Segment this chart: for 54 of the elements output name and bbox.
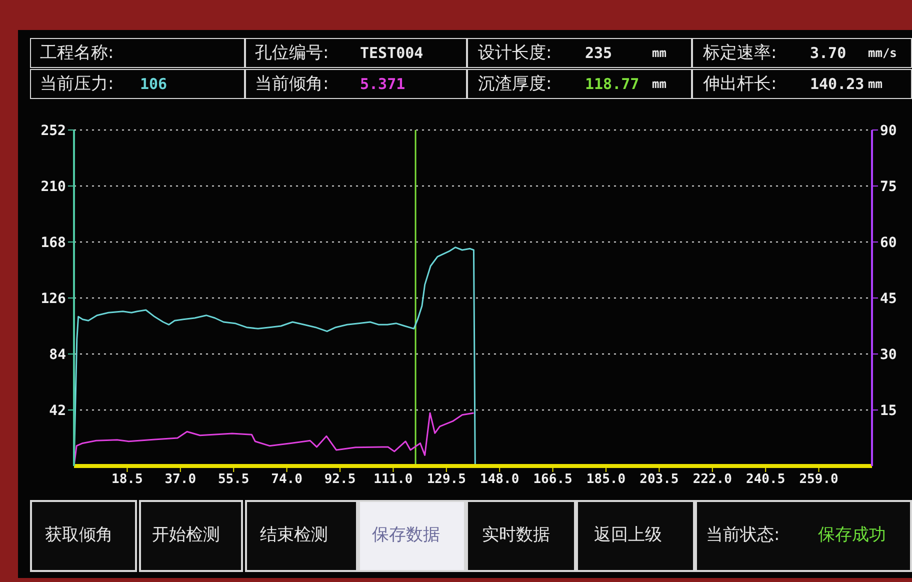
y2-tick-label: 90 <box>880 122 897 139</box>
text: 保存数据 <box>372 525 440 545</box>
text: mm/s <box>868 45 897 62</box>
y-tick-label: 210 <box>40 178 66 195</box>
y-tick-label: 168 <box>40 234 66 251</box>
text: 结束检测 <box>260 525 328 545</box>
x-tick-label: 37.0 <box>164 472 196 488</box>
text: 实时数据 <box>482 525 550 545</box>
x-tick-label: 111.0 <box>374 472 413 488</box>
x-tick-label: 166.5 <box>533 472 572 488</box>
y-tick-label: 126 <box>40 290 66 307</box>
x-tick-label: 240.5 <box>746 472 786 488</box>
x-tick-label: 148.0 <box>480 472 520 488</box>
text: 3.70 <box>810 43 846 63</box>
text: 保存成功 <box>818 525 886 545</box>
x-tick-label: 92.5 <box>324 472 356 488</box>
text: 工程名称: <box>40 43 114 63</box>
text: mm <box>652 76 666 93</box>
y2-tick-label: 60 <box>880 234 897 251</box>
x-tick-label: 74.0 <box>271 472 303 488</box>
y2-tick-label: 75 <box>880 178 897 195</box>
x-tick-label: 129.5 <box>426 472 466 488</box>
y-tick-label: 84 <box>49 346 66 363</box>
text: 设计长度: <box>478 43 552 63</box>
text: 5.371 <box>360 74 406 94</box>
text: 当前压力: <box>40 74 114 94</box>
y-tick-label: 42 <box>49 402 66 419</box>
x-tick-label: 55.5 <box>218 472 250 488</box>
x-tick-label: 203.5 <box>640 472 679 488</box>
line-series <box>74 246 476 466</box>
text: 118.77 <box>585 74 640 94</box>
text: TEST004 <box>360 43 424 63</box>
text: 开始检测 <box>152 525 220 545</box>
text: 获取倾角 <box>45 525 113 545</box>
text: 伸出杆长: <box>703 74 777 94</box>
text: 返回上级 <box>594 525 662 545</box>
text: 孔位编号: <box>255 43 329 63</box>
y2-tick-label: 45 <box>880 290 897 307</box>
text: 标定速率: <box>703 43 777 63</box>
text: 106 <box>140 74 168 94</box>
y-tick-label: 252 <box>40 122 66 139</box>
text: 140.23 <box>810 74 864 94</box>
x-tick-label: 222.0 <box>692 472 732 488</box>
text: 当前倾角: <box>255 74 329 94</box>
text: 当前状态: <box>706 525 780 545</box>
x-tick-label: 185.0 <box>586 472 626 488</box>
text: mm <box>868 76 882 93</box>
text: 235 <box>585 43 612 63</box>
text: mm <box>652 45 666 62</box>
x-tick-label: 18.5 <box>112 472 143 488</box>
y2-tick-label: 30 <box>880 346 897 363</box>
text: 沉渣厚度: <box>478 74 552 94</box>
x-tick-label: 259.0 <box>799 472 839 488</box>
y2-tick-label: 15 <box>880 402 897 419</box>
